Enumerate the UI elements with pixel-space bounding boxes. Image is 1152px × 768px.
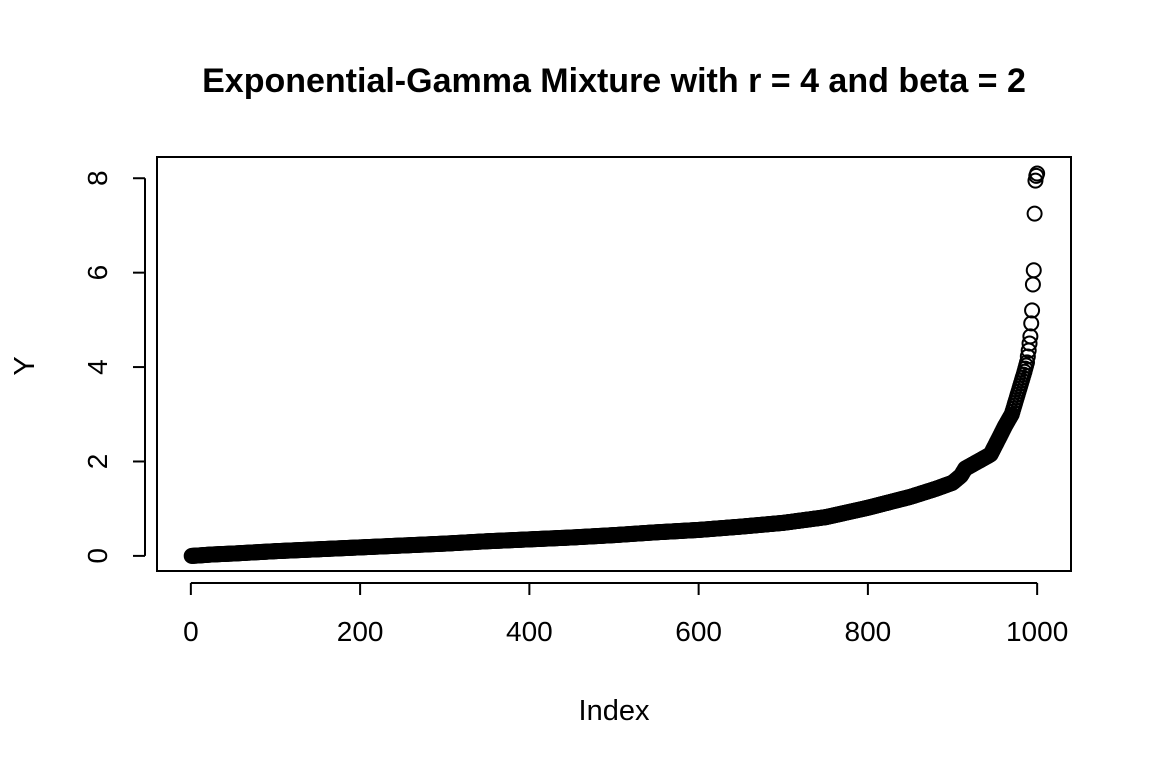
y-axis: 0 2 4 6 8 [82, 170, 146, 564]
y-tick-label: 4 [82, 359, 113, 375]
y-axis-label: Y [9, 356, 41, 375]
data-point [1024, 302, 1041, 319]
data-point [1025, 262, 1042, 279]
x-tick-label: 600 [675, 616, 722, 647]
data-point [1029, 165, 1046, 182]
x-axis: 0 200 400 600 800 1000 [183, 582, 1068, 647]
x-tick-label: 400 [506, 616, 553, 647]
chart-title: Exponential-Gamma Mixture with r = 4 and… [202, 62, 1026, 100]
x-tick-label: 200 [337, 616, 384, 647]
data-point [1026, 205, 1043, 222]
y-tick-label: 0 [82, 548, 113, 564]
data-point [1021, 335, 1038, 352]
x-tick-label: 800 [845, 616, 892, 647]
plot-area-frame [156, 156, 1072, 572]
data-points [183, 165, 1046, 564]
data-point [1024, 276, 1041, 293]
data-point [1018, 354, 1035, 371]
y-tick-label: 2 [82, 454, 113, 470]
x-tick-label: 0 [183, 616, 199, 647]
x-tick-label: 1000 [1006, 616, 1068, 647]
y-tick-label: 6 [82, 265, 113, 281]
data-point [1023, 315, 1040, 332]
x-axis-label: Index [579, 695, 650, 727]
y-tick-label: 8 [82, 170, 113, 186]
